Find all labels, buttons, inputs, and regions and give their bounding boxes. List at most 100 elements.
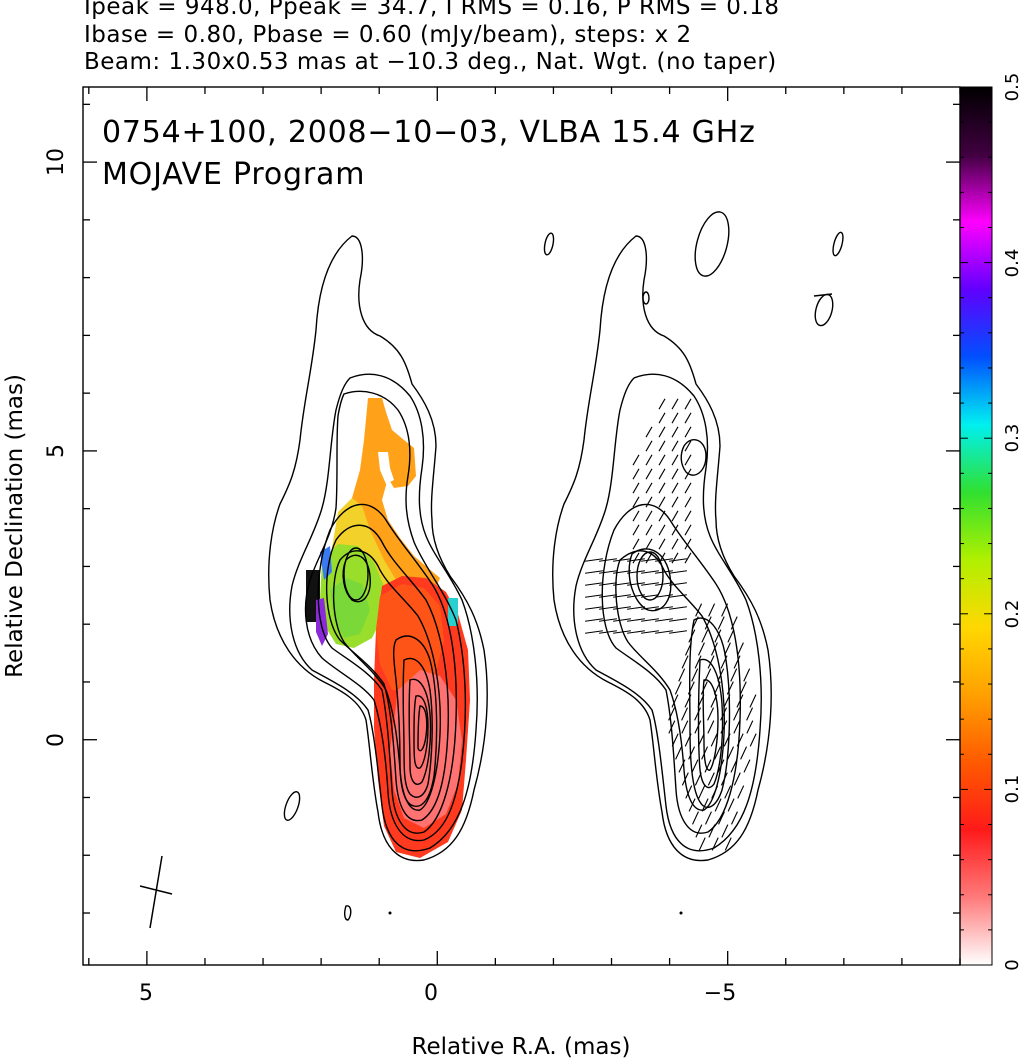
evpa-vector [727,629,735,643]
evpa-vector [743,668,751,682]
evpa-vector [632,454,640,466]
evpa-vector [678,668,686,682]
evpa-vector [645,510,653,522]
evpa-vector [694,707,702,721]
evpa-vector [613,606,631,610]
evpa-vector [707,720,715,734]
evpa-vector [688,629,696,643]
evpa-vector [714,746,722,760]
evpa-vector [701,798,709,812]
contour-right-6 [697,658,724,789]
color-region-white-hole [378,452,394,484]
evpa-vector [684,524,692,536]
evpa-vector [671,412,679,424]
contour-left-6 [332,550,441,811]
colorbar-label-0.2: 0.2 [1002,600,1021,629]
evpa-vectors [585,398,757,851]
evpa-vector [684,694,692,708]
evpa-vector [684,510,692,522]
evpa-vector [711,837,719,851]
evpa-vector [721,603,729,617]
evpa-vector [714,629,722,643]
contour-left-blob-3 [543,232,555,256]
header-line-2: Ibase = 0.80, Pbase = 0.60 (mJy/beam), s… [84,22,692,48]
evpa-vector [627,570,645,574]
evpa-vector [708,603,716,617]
evpa-vector [669,582,687,586]
evpa-vector [707,655,715,669]
evpa-vector [671,398,679,410]
evpa-vector [599,582,617,586]
evpa-vector [641,594,659,598]
evpa-vector [733,655,741,669]
evpa-vector [669,606,687,610]
evpa-vector [674,681,682,695]
evpa-vector [585,570,603,574]
evpa-vector [669,594,687,598]
evpa-vector [632,468,640,480]
evpa-vector [726,681,734,695]
evpa-vector [645,524,653,536]
plot-title-line1: 0754+100, 2008−10−03, VLBA 15.4 GHz [102,115,756,150]
evpa-vector [681,720,689,734]
evpa-vector [671,454,679,466]
evpa-vector [698,642,705,656]
evpa-vector [737,642,744,656]
plot-title-line2: MOJAVE Program [102,157,365,192]
evpa-vector [730,616,738,630]
evpa-vector [658,398,666,410]
contour-right-blob-2 [642,291,650,305]
evpa-vector [684,552,692,564]
evpa-vector [704,759,712,773]
contour-right-blob-1 [694,211,730,277]
evpa-vector [697,733,705,747]
contour-right-4 [615,550,725,811]
evpa-vector [668,720,676,734]
evpa-vector [695,603,703,617]
evpa-vector [655,582,673,586]
evpa-vector [627,630,645,634]
evpa-vector [632,524,640,536]
evpa-vector [697,694,705,708]
y-tick-label-5: 5 [44,444,69,458]
evpa-vector [658,510,666,522]
evpa-vector [668,707,676,721]
contour-right-knot [636,551,664,601]
evpa-vector [713,681,721,695]
evpa-vector [684,482,692,494]
colorbar-label-0.3: 0.3 [1002,424,1021,453]
evpa-vector [655,606,673,610]
evpa-vector [704,616,712,630]
evpa-vector [694,720,702,734]
evpa-vector [599,618,617,622]
evpa-vector [641,570,659,574]
evpa-vector [733,707,741,721]
evpa-vector [645,454,653,466]
header-line-1: Ipeak = 948.0, Ppeak = 34.7, I RMS = 0.1… [84,0,780,20]
evpa-vector [585,594,603,598]
evpa-vector [671,468,679,480]
evpa-vector [684,426,692,438]
evpa-vector [695,824,703,838]
evpa-vector [599,570,617,574]
evpa-vector [684,496,692,508]
contour-right-7 [702,679,719,771]
evpa-vector [585,582,603,586]
evpa-vector [658,412,666,424]
contour-left-7 [393,635,438,807]
contour-right-bump [680,438,707,476]
evpa-vector [684,454,692,466]
evpa-vector [694,655,702,669]
evpa-vector [641,630,659,634]
evpa-vector [691,616,699,630]
x-axis-label: Relative R.A. (mas) [412,1034,631,1060]
color-region-green-light [330,578,370,638]
evpa-vector [691,668,699,682]
evpa-vector [684,412,692,424]
evpa-vector [658,496,666,508]
contour-left-9 [408,678,432,785]
evpa-vector [675,746,683,760]
evpa-vector [627,606,645,610]
evpa-vector [658,426,666,438]
contour-left-knot [343,547,369,601]
